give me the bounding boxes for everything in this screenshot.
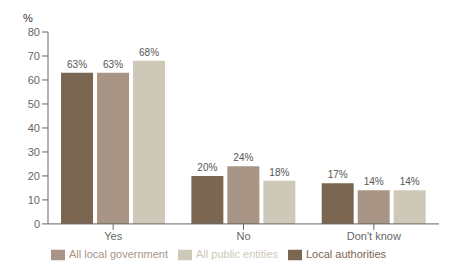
html-text:All public entities: All public entities — [196, 247, 278, 260]
svg-text:10: 10 — [28, 194, 40, 206]
svg-text:20%: 20% — [197, 162, 217, 173]
svg-text:14%: 14% — [400, 176, 420, 187]
svg-text:63%: 63% — [67, 59, 87, 70]
svg-text:60: 60 — [28, 74, 40, 86]
svg-text:70: 70 — [28, 50, 40, 62]
svg-text:50: 50 — [28, 98, 40, 110]
svg-text:63%: 63% — [103, 59, 123, 70]
svg-text:68%: 68% — [139, 47, 159, 58]
svg-text:24%: 24% — [233, 152, 253, 163]
html-text:All local government: All local government — [68, 247, 168, 260]
svg-text:0: 0 — [34, 218, 40, 230]
svg-text:No: No — [236, 230, 250, 242]
svg-text:14%: 14% — [364, 176, 384, 187]
svg-text:18%: 18% — [269, 167, 289, 178]
svg-text:20: 20 — [28, 170, 40, 182]
svg-text:Yes: Yes — [104, 230, 122, 242]
svg-text:%: % — [23, 12, 33, 24]
html-text:Local authorities: Local authorities — [305, 247, 386, 260]
svg-text:30: 30 — [28, 146, 40, 158]
svg-text:Don't know: Don't know — [347, 230, 401, 242]
svg-text:17%: 17% — [328, 169, 348, 180]
svg-text:40: 40 — [28, 122, 40, 134]
svg-text:80: 80 — [28, 26, 40, 38]
